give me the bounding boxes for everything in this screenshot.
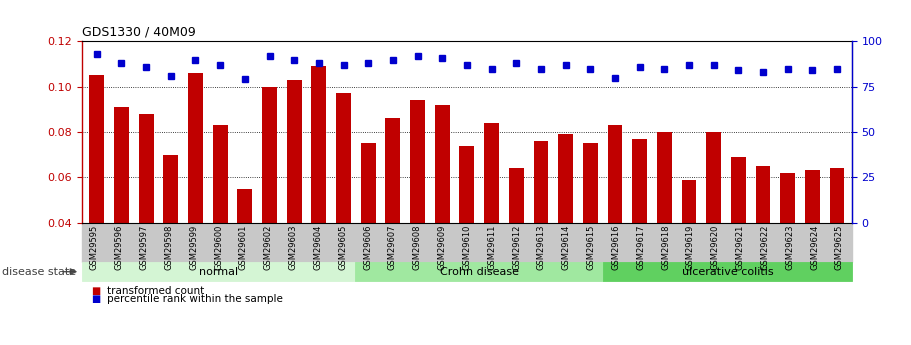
Bar [484, 123, 499, 313]
Bar [755, 166, 771, 313]
Text: GSM29606: GSM29606 [363, 224, 372, 270]
Text: percentile rank within the sample: percentile rank within the sample [107, 294, 283, 304]
Bar [410, 100, 425, 313]
Bar [89, 75, 104, 313]
Text: GSM29619: GSM29619 [686, 224, 695, 270]
Text: GSM29601: GSM29601 [239, 224, 248, 270]
Bar [681, 179, 696, 313]
Bar [780, 173, 795, 313]
Bar [361, 143, 375, 313]
Text: GSM29599: GSM29599 [189, 224, 199, 269]
Bar [509, 168, 524, 313]
Text: GSM29597: GSM29597 [139, 224, 148, 270]
Text: GSM29618: GSM29618 [661, 224, 670, 270]
Text: GSM29600: GSM29600 [214, 224, 223, 270]
Text: GSM29612: GSM29612 [512, 224, 521, 270]
Text: GSM29616: GSM29616 [611, 224, 620, 270]
Text: GSM29604: GSM29604 [313, 224, 322, 270]
Text: GSM29617: GSM29617 [636, 224, 645, 270]
Text: GSM29595: GSM29595 [90, 224, 99, 269]
Text: GDS1330 / 40M09: GDS1330 / 40M09 [82, 26, 196, 39]
Bar [188, 73, 203, 313]
Bar [534, 141, 548, 313]
Bar [312, 66, 326, 313]
Bar [114, 107, 128, 313]
Text: ulcerative colitis: ulcerative colitis [681, 267, 773, 277]
Bar [830, 168, 844, 313]
Bar [805, 170, 820, 313]
Text: GSM29607: GSM29607 [388, 224, 397, 270]
Text: GSM29596: GSM29596 [115, 224, 124, 270]
Text: GSM29610: GSM29610 [463, 224, 471, 270]
Text: GSM29609: GSM29609 [437, 224, 446, 270]
Text: GSM29624: GSM29624 [810, 224, 819, 270]
Text: disease state: disease state [2, 267, 76, 277]
Text: normal: normal [199, 267, 238, 277]
Bar [632, 139, 647, 313]
Bar [459, 146, 475, 313]
Text: GSM29625: GSM29625 [834, 224, 844, 270]
Bar [238, 189, 252, 313]
Text: GSM29620: GSM29620 [711, 224, 720, 270]
Bar [706, 132, 721, 313]
Text: GSM29605: GSM29605 [338, 224, 347, 270]
Text: GSM29615: GSM29615 [587, 224, 596, 270]
Text: transformed count: transformed count [107, 286, 205, 296]
Text: GSM29613: GSM29613 [537, 224, 546, 270]
Bar [213, 125, 228, 313]
Bar [583, 143, 598, 313]
Text: GSM29621: GSM29621 [735, 224, 744, 270]
Text: GSM29622: GSM29622 [761, 224, 770, 270]
Text: GSM29623: GSM29623 [785, 224, 794, 270]
Text: GSM29603: GSM29603 [289, 224, 298, 270]
Bar [435, 105, 450, 313]
Text: GSM29598: GSM29598 [164, 224, 173, 270]
Bar [731, 157, 746, 313]
Bar [558, 134, 573, 313]
Text: GSM29602: GSM29602 [263, 224, 272, 270]
Bar [657, 132, 671, 313]
Text: GSM29614: GSM29614 [562, 224, 570, 270]
Bar [608, 125, 622, 313]
Text: GSM29608: GSM29608 [413, 224, 422, 270]
Text: GSM29611: GSM29611 [487, 224, 496, 270]
Bar [163, 155, 179, 313]
Text: Crohn disease: Crohn disease [440, 267, 518, 277]
Bar [287, 80, 302, 313]
Bar [385, 118, 400, 313]
Text: ■: ■ [91, 286, 100, 296]
Text: ■: ■ [91, 294, 100, 304]
Bar [262, 87, 277, 313]
Bar [138, 114, 154, 313]
Bar [336, 93, 351, 313]
